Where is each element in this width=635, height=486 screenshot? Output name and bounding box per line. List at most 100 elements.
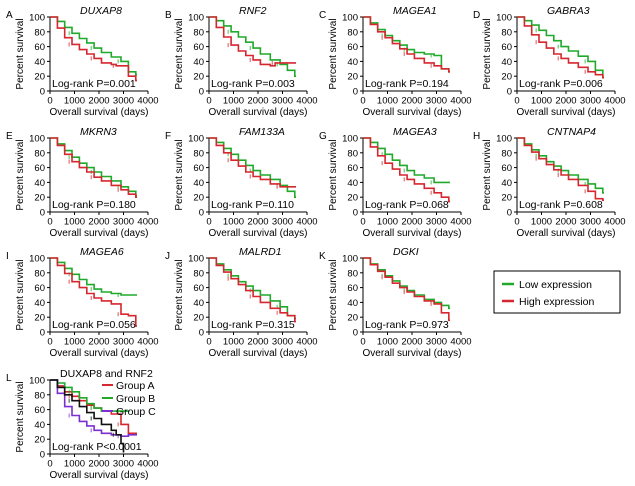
y-tick-label: 80 (34, 27, 45, 38)
y-tick-label: 80 (501, 27, 512, 38)
x-tick-label: 0 (360, 96, 365, 107)
series-line-low-expression (363, 257, 450, 310)
y-axis-label: Percent survival (482, 139, 493, 210)
y-tick-label: 80 (347, 27, 358, 38)
panel-letter: K (319, 251, 326, 262)
series-line-high-expression (363, 137, 450, 203)
x-tick-label: 2000 (88, 337, 109, 348)
series-line-high-expression (363, 257, 450, 321)
legend-box (493, 270, 621, 314)
y-tick-label: 60 (34, 283, 45, 294)
y-tick-label: 100 (342, 254, 358, 265)
x-tick-label: 1000 (531, 217, 552, 228)
legend-label: Low expression (519, 279, 592, 291)
x-tick-label: 4000 (137, 459, 158, 470)
x-tick-label: 0 (47, 337, 52, 348)
x-tick-label: 0 (206, 337, 211, 348)
y-tick-label: 60 (347, 283, 358, 294)
y-tick-label: 40 (347, 57, 358, 68)
x-tick-label: 3000 (272, 337, 293, 348)
series-line-high-expression (517, 137, 604, 201)
y-tick-label: 100 (342, 13, 358, 24)
legend: Low expression High expression (493, 270, 621, 314)
y-axis-label: Percent survival (174, 259, 185, 330)
x-tick-label: 2000 (88, 96, 109, 107)
y-tick-label: 40 (193, 178, 204, 189)
legend-label: Group A (116, 380, 155, 392)
pvalue-label: Log-rank P=0.315 (211, 319, 295, 331)
y-tick-label: 60 (501, 42, 512, 53)
y-tick-label: 40 (501, 178, 512, 189)
y-tick-label: 80 (34, 390, 45, 401)
y-axis-label: Percent survival (15, 18, 26, 89)
y-tick-label: 0 (199, 208, 204, 219)
x-tick-label: 1000 (531, 96, 552, 107)
y-tick-label: 40 (34, 298, 45, 309)
panel-title: RNF2 (239, 5, 267, 17)
panel-title: MKRN3 (80, 126, 117, 138)
x-tick-label: 0 (47, 217, 52, 228)
y-tick-label: 100 (188, 254, 204, 265)
panel-title: DGKI (393, 246, 419, 258)
series-line-low-expression (363, 16, 450, 73)
y-tick-label: 20 (34, 435, 45, 446)
y-tick-label: 100 (29, 13, 45, 24)
y-tick-label: 100 (188, 13, 204, 24)
series-line-high-expression (209, 137, 296, 188)
x-tick-label: 1000 (223, 96, 244, 107)
x-tick-label: 4000 (604, 217, 625, 228)
panel-letter: C (319, 10, 326, 21)
x-tick-label: 1000 (377, 96, 398, 107)
panel-title: MAGEA3 (393, 126, 437, 138)
x-tick-label: 3000 (113, 459, 134, 470)
pvalue-label: Log-rank P=0.180 (52, 199, 136, 211)
panel-letter: H (473, 131, 480, 142)
series-line-high-expression (50, 257, 137, 327)
series-line-low-expression (517, 16, 604, 79)
y-tick-label: 60 (34, 405, 45, 416)
panel-title: CNTNAP4 (547, 126, 596, 138)
series-line-low-expression (50, 257, 137, 296)
panel-letter: F (165, 131, 171, 142)
panel-title: DUXAP8 (80, 5, 122, 17)
x-tick-label: 1000 (64, 337, 85, 348)
panel-letter: E (6, 131, 13, 142)
x-tick-label: 1000 (377, 217, 398, 228)
y-tick-label: 40 (34, 57, 45, 68)
y-tick-label: 100 (29, 376, 45, 387)
series-line-low-expression (209, 137, 296, 198)
x-tick-label: 2000 (401, 217, 422, 228)
x-tick-label: 2000 (555, 217, 576, 228)
y-tick-label: 20 (347, 72, 358, 83)
y-tick-label: 80 (193, 27, 204, 38)
series-line-low-expression (209, 16, 296, 77)
legend-label: Group C (116, 406, 156, 418)
x-tick-label: 3000 (426, 96, 447, 107)
x-axis-label: Overall survival (days) (50, 228, 149, 239)
x-tick-label: 1000 (223, 217, 244, 228)
x-tick-label: 2000 (88, 217, 109, 228)
x-tick-label: 0 (47, 459, 52, 470)
y-tick-label: 80 (34, 148, 45, 159)
y-tick-label: 0 (40, 328, 45, 339)
x-axis-label: Overall survival (days) (517, 107, 616, 118)
x-tick-label: 4000 (450, 96, 471, 107)
x-tick-label: 4000 (604, 96, 625, 107)
y-tick-label: 0 (353, 87, 358, 98)
panel-title: GABRA3 (547, 5, 590, 17)
y-tick-label: 100 (496, 134, 512, 145)
y-tick-label: 100 (188, 134, 204, 145)
x-axis-label: Overall survival (days) (363, 348, 462, 359)
pvalue-label: Log-rank P=0.973 (365, 319, 449, 331)
y-axis-label: Percent survival (15, 259, 26, 330)
x-tick-label: 2000 (247, 337, 268, 348)
pvalue-label: Log-rank P=0.003 (211, 78, 295, 90)
x-tick-label: 3000 (272, 96, 293, 107)
x-tick-label: 0 (206, 96, 211, 107)
